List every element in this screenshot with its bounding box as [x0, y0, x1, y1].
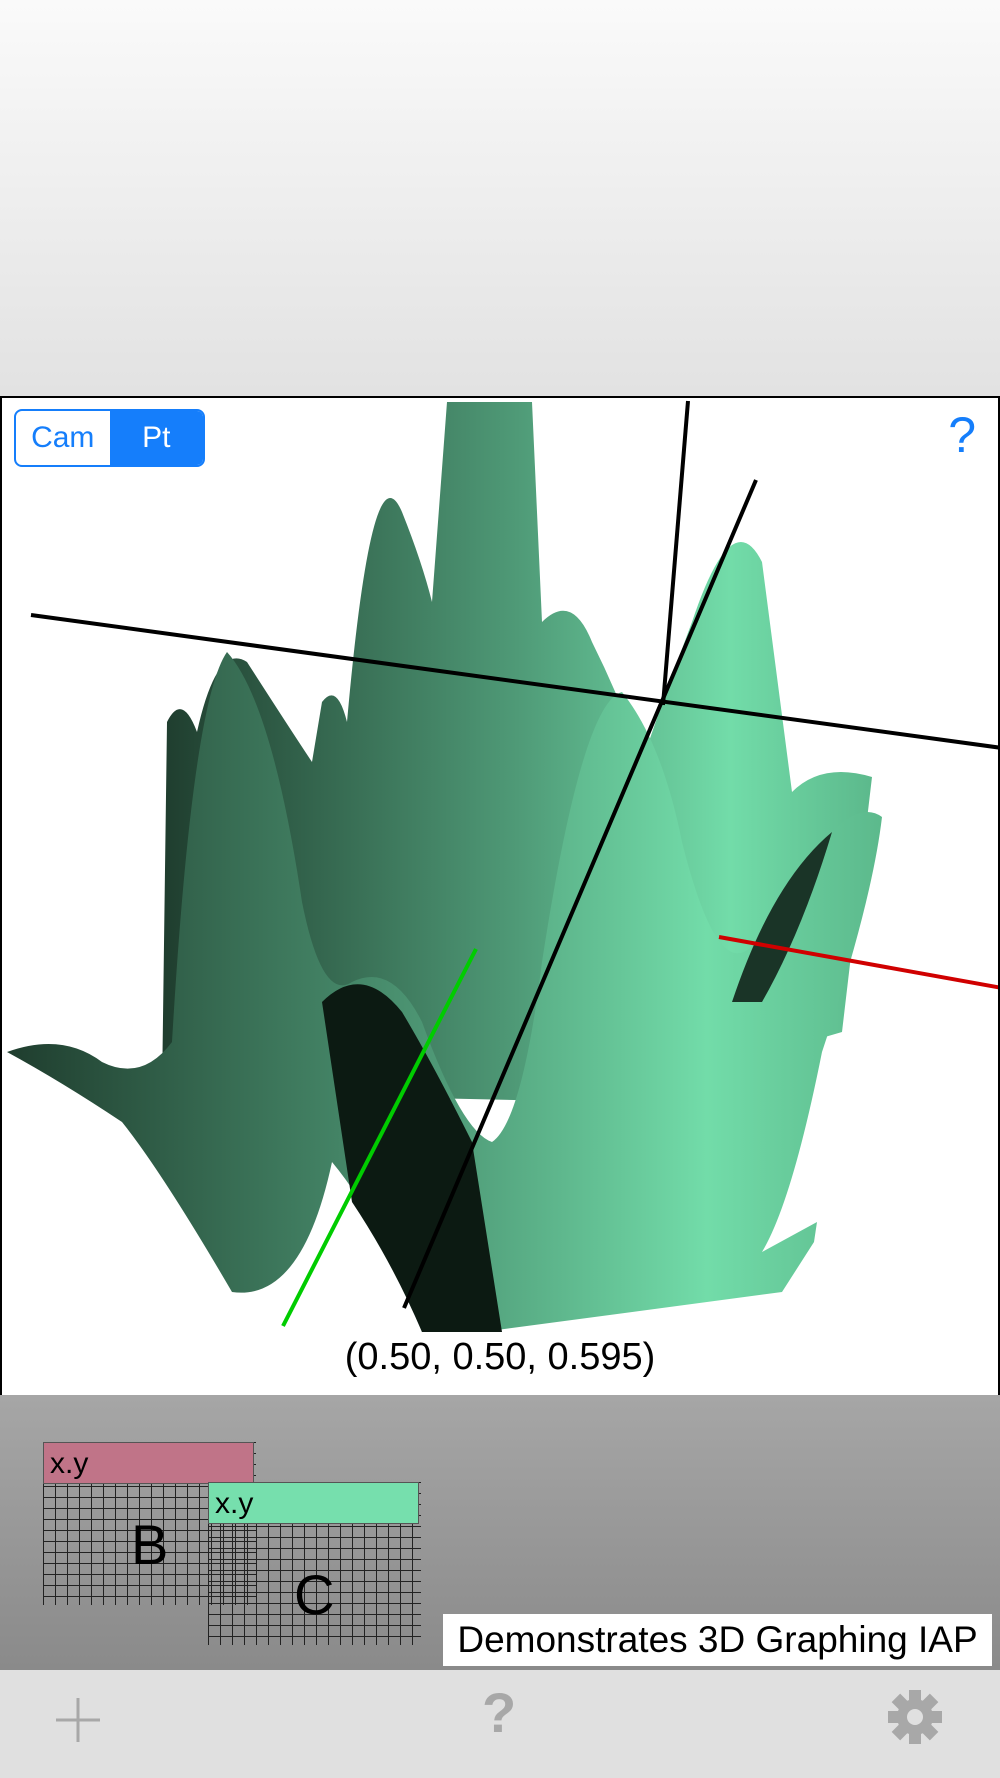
caption-label: Demonstrates 3D Graphing IAP [443, 1614, 992, 1666]
mode-segmented-control[interactable]: Cam Pt [14, 409, 205, 467]
axis-line-z [30, 613, 998, 750]
surface-front [7, 652, 882, 1332]
axis-line-diagonal [402, 479, 758, 1309]
sheet-tray: x.y B x.y C Demonstrates 3D Graphing IAP [0, 1395, 1000, 1670]
help-button[interactable]: ? [482, 1681, 517, 1744]
axis-line-x [718, 935, 998, 990]
sheet-card-header: x.y [208, 1482, 419, 1524]
sheet-card-label: B [131, 1513, 169, 1576]
axis-line-vertical [661, 400, 690, 706]
segment-pt[interactable]: Pt [109, 411, 203, 465]
navigation-bar [0, 0, 1000, 396]
graph-help-button[interactable]: ? [948, 407, 976, 463]
graph-3d-view[interactable]: Cam Pt ? (0.50, 0.50, 0.595) [0, 396, 1000, 1397]
gear-icon[interactable] [888, 1690, 942, 1757]
surface-plot[interactable] [2, 398, 998, 1395]
sheet-card-label: C [294, 1563, 335, 1626]
surface-shadow-right [732, 832, 832, 1002]
sheet-card-c[interactable]: x.y C [208, 1482, 421, 1645]
bottom-toolbar: ? [0, 1670, 1000, 1778]
axis-line-y [281, 948, 478, 1327]
segment-cam[interactable]: Cam [31, 421, 95, 454]
surface-shadow [322, 984, 502, 1332]
plus-icon[interactable] [56, 1690, 100, 1755]
point-readout: (0.50, 0.50, 0.595) [344, 1336, 656, 1378]
sheet-card-header: x.y [43, 1442, 254, 1484]
